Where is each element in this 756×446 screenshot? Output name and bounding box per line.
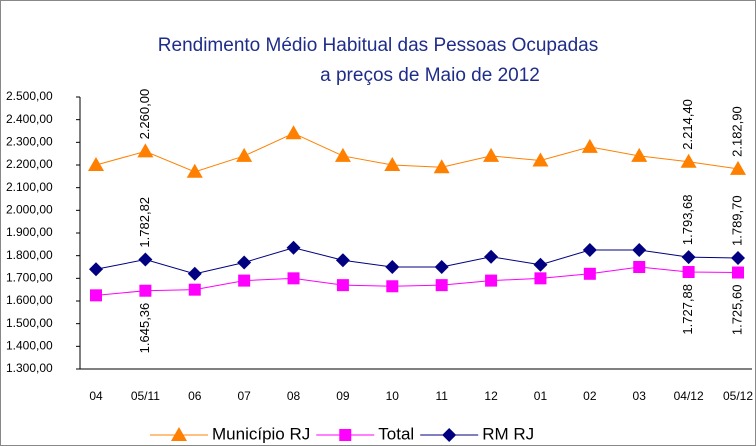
x-tick-label: 07	[237, 389, 251, 403]
marker	[335, 253, 350, 268]
marker	[386, 280, 399, 293]
marker	[385, 260, 400, 274]
data-label: 1.793,68	[680, 194, 695, 245]
data-label: 1.789,70	[729, 195, 744, 246]
y-tick-label: 1.800,00	[6, 248, 53, 262]
y-tick-label: 1.500,00	[6, 316, 53, 330]
x-tick-label: 04	[89, 389, 103, 403]
marker	[582, 243, 597, 257]
x-tick-label: 08	[287, 389, 301, 403]
x-tick-label: 04/12	[674, 389, 704, 403]
y-tick-label: 2.400,00	[6, 112, 53, 126]
x-tick-label: 06	[188, 389, 202, 403]
marker	[238, 274, 251, 287]
legend-label: Total	[378, 424, 414, 443]
marker	[171, 427, 187, 441]
y-tick-label: 2.000,00	[6, 203, 53, 217]
x-tick-label: 05/12	[723, 389, 753, 403]
marker	[433, 159, 450, 174]
marker	[90, 289, 102, 302]
marker	[88, 157, 104, 171]
chart-title: Rendimento Médio Habitual das Pessoas Oc…	[158, 35, 598, 56]
marker	[384, 157, 401, 171]
y-tick-label: 2.100,00	[6, 180, 53, 194]
marker	[533, 257, 548, 272]
marker	[730, 160, 746, 175]
marker	[139, 284, 152, 297]
marker	[434, 260, 449, 274]
marker	[732, 266, 744, 279]
data-label: 2.260,00	[137, 89, 152, 140]
y-tick-label: 1.400,00	[6, 339, 53, 353]
marker	[680, 153, 697, 168]
data-label: 1.727,88	[680, 284, 695, 335]
marker	[336, 279, 349, 292]
marker	[89, 262, 103, 277]
marker	[485, 274, 498, 287]
y-tick-label: 2.300,00	[6, 135, 53, 149]
marker	[435, 279, 448, 292]
data-label: 2.182,90	[729, 106, 744, 157]
marker	[681, 250, 696, 265]
marker	[682, 266, 695, 279]
y-tick-label: 1.900,00	[6, 225, 53, 239]
data-label: 1.645,36	[137, 303, 152, 354]
marker	[339, 429, 352, 441]
y-tick-label: 2.200,00	[6, 157, 53, 171]
marker	[188, 283, 201, 296]
series-line	[95, 266, 739, 296]
marker	[287, 272, 300, 285]
x-tick-label: 12	[484, 389, 498, 403]
marker	[583, 267, 596, 280]
marker	[285, 125, 302, 140]
series-line	[95, 247, 739, 275]
marker	[138, 252, 153, 267]
marker	[236, 147, 253, 162]
marker	[186, 163, 203, 178]
chart-title: a preços de Maio de 2012	[320, 65, 540, 86]
x-tick-label: 03	[633, 389, 647, 403]
y-tick-label: 2.500,00	[6, 89, 53, 103]
x-tick-label: 05/11	[131, 389, 160, 403]
data-label: 2.214,40	[680, 99, 695, 150]
marker	[483, 147, 500, 162]
x-tick-label: 01	[534, 389, 548, 403]
marker	[137, 143, 154, 158]
data-label: 1.782,82	[137, 197, 152, 248]
legend-label: Município RJ	[212, 424, 310, 443]
marker	[532, 152, 549, 167]
marker	[286, 240, 301, 255]
x-tick-label: 10	[386, 389, 400, 403]
y-tick-label: 1.700,00	[6, 271, 53, 285]
marker	[334, 147, 351, 162]
marker	[631, 147, 648, 162]
marker	[187, 266, 202, 281]
marker	[581, 138, 598, 153]
y-tick-label: 1.300,00	[6, 361, 53, 375]
y-tick-label: 1.600,00	[6, 293, 53, 307]
data-label: 1.725,60	[729, 285, 744, 336]
marker	[442, 428, 457, 442]
marker	[237, 255, 252, 270]
x-tick-label: 11	[435, 389, 448, 403]
series-line	[95, 132, 739, 173]
marker	[731, 251, 745, 266]
marker	[632, 243, 647, 257]
marker	[534, 272, 547, 285]
legend-label: RM RJ	[482, 424, 534, 443]
marker	[484, 249, 499, 264]
x-tick-label: 02	[583, 389, 597, 403]
marker	[633, 261, 646, 273]
x-tick-label: 09	[336, 389, 350, 403]
